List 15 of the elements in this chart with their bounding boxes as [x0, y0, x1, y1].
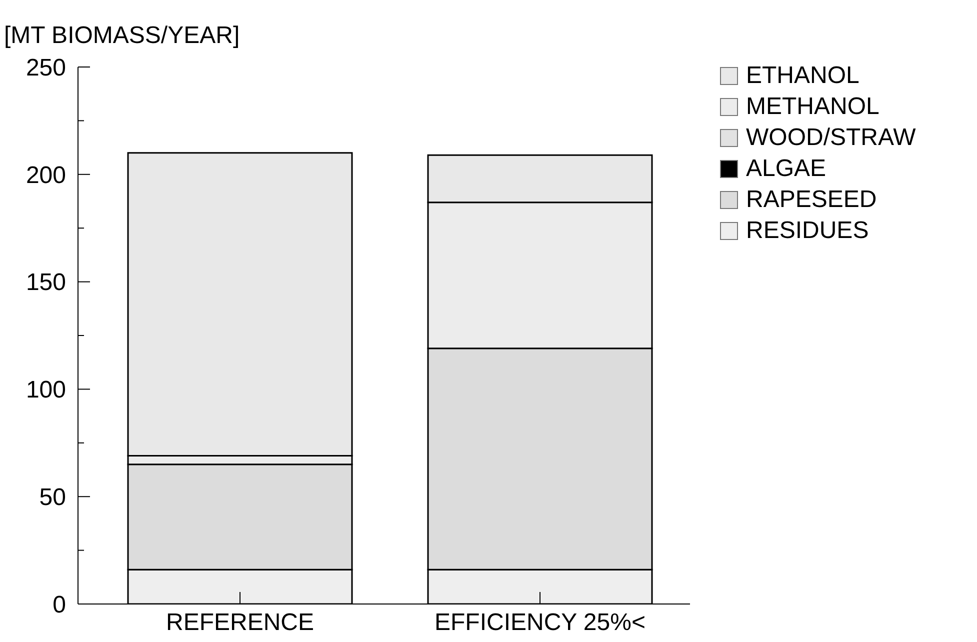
x-tick-label: REFERENCE — [166, 609, 314, 636]
y-tick-label: 0 — [52, 591, 66, 618]
legend-label: RESIDUES — [746, 216, 869, 244]
legend-label: WOOD/STRAW — [746, 124, 916, 152]
legend-label: METHANOL — [746, 92, 880, 120]
legend-label: RAPESEED — [746, 186, 877, 214]
x-tick-label: EFFICIENCY 25%< — [434, 609, 646, 636]
y-tick-label: 250 — [26, 54, 66, 82]
y-tick-label: 150 — [26, 269, 66, 296]
legend-label: ETHANOL — [746, 62, 860, 90]
legend-label: ALGAE — [746, 154, 826, 182]
y-tick-label: 50 — [39, 484, 66, 511]
y-tick-label: 200 — [26, 162, 66, 189]
y-axis-title: [MT BIOMASS/YEAR] — [4, 22, 240, 50]
y-tick-label: 100 — [26, 376, 66, 404]
